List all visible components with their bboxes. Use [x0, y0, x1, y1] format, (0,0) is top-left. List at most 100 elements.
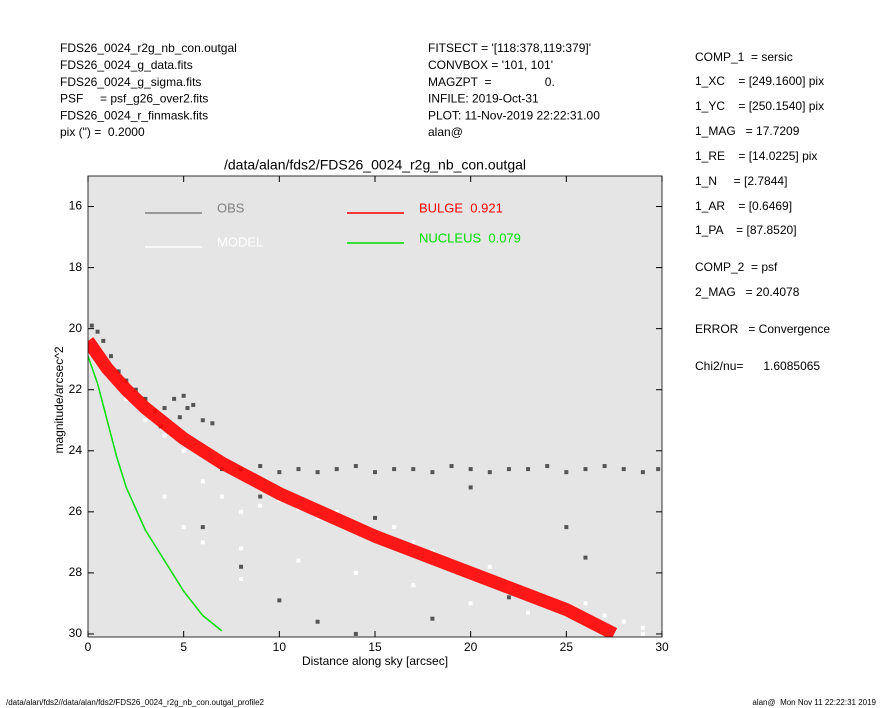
fit-summary-line: COMP_2 = psf: [695, 260, 778, 274]
header-center-line: MAGZPT = 0.: [428, 75, 555, 89]
data-point: [640, 631, 645, 636]
plot-area: [88, 323, 661, 637]
plot-background: [88, 176, 662, 637]
fit-summary-line: ERROR = Convergence: [695, 322, 830, 336]
data-point: [239, 564, 244, 569]
data-point: [353, 464, 358, 469]
data-point: [162, 433, 167, 438]
chart-title: /data/alan/fds2/FDS26_0024_r2g_nb_con.ou…: [224, 157, 526, 173]
fit-summary-line: 1_RE = [14.0225] pix: [695, 149, 817, 163]
model-curve: [88, 355, 223, 632]
y-tick-label: 18: [69, 260, 83, 274]
header-left-line: pix (") = 0.2000: [60, 125, 145, 139]
y-tick-label: 20: [69, 321, 83, 335]
data-point: [200, 479, 205, 484]
data-point: [334, 467, 339, 472]
data-point: [506, 467, 511, 472]
data-point: [210, 421, 215, 426]
header-center-line: FITSECT = '[118:378,119:379]': [428, 41, 591, 55]
y-tick-label: 28: [69, 565, 83, 579]
data-point: [219, 494, 224, 499]
y-tick-label: 24: [69, 443, 83, 457]
data-point: [185, 406, 190, 411]
data-point: [411, 540, 416, 545]
data-point: [177, 415, 182, 420]
data-point: [172, 396, 177, 401]
data-point: [143, 396, 148, 401]
x-tick-label: 10: [273, 640, 287, 654]
header-left-line: FDS26_0024_g_sigma.fits: [60, 75, 201, 89]
data-point: [526, 467, 531, 472]
data-point: [468, 467, 473, 472]
data-point: [640, 625, 645, 630]
data-point: [239, 576, 244, 581]
data-point: [468, 601, 473, 606]
data-point: [564, 525, 569, 530]
legend-label: NUCLEUS 0.079: [419, 230, 521, 245]
data-point: [487, 470, 492, 475]
header-left-line: FDS26_0024_r2g_nb_con.outgal: [60, 41, 237, 55]
data-point: [200, 540, 205, 545]
data-point: [315, 619, 320, 624]
data-point: [277, 470, 282, 475]
data-point: [162, 494, 167, 499]
header-center-line: INFILE: 2019-Oct-31: [428, 92, 539, 106]
data-point: [449, 464, 454, 469]
data-point: [200, 418, 205, 423]
x-axis-label: Distance along sky [arcsec]: [302, 654, 448, 668]
x-tick-label: 30: [655, 640, 669, 654]
data-point: [526, 610, 531, 615]
data-point: [487, 564, 492, 569]
header-left-line: FDS26_0024_r_finmask.fits: [60, 108, 208, 122]
data-point: [239, 546, 244, 551]
legend-label: MODEL: [217, 234, 263, 249]
data-point: [258, 503, 263, 508]
data-point: [583, 467, 588, 472]
x-tick-label: 5: [180, 640, 187, 654]
data-point: [545, 464, 550, 469]
data-point: [334, 509, 339, 514]
fit-summary-line: 1_N = [2.7844]: [695, 174, 787, 188]
y-tick-label: 26: [69, 504, 83, 518]
data-point: [315, 470, 320, 475]
header-center-line: CONVBOX = '101, 101': [428, 58, 553, 72]
x-tick-label: 0: [85, 640, 92, 654]
data-point: [621, 619, 626, 624]
data-point: [373, 515, 377, 520]
data-point: [315, 515, 320, 520]
data-point: [258, 494, 263, 499]
data-point: [181, 525, 186, 530]
fit-summary-line: 1_MAG = 17.7209: [695, 124, 800, 138]
data-point: [181, 393, 186, 398]
data-point: [468, 485, 473, 490]
y-tick-label: 22: [69, 382, 83, 396]
data-point: [602, 613, 607, 618]
fit-summary-line: 1_YC = [250.1540] pix: [695, 99, 824, 113]
data-point: [124, 396, 129, 401]
data-point: [353, 570, 358, 575]
y-tick-label: 30: [69, 626, 83, 640]
data-point: [373, 470, 377, 475]
data-point: [583, 601, 588, 606]
data-point: [621, 467, 626, 472]
data-point: [656, 467, 661, 472]
legend-label: BULGE 0.921: [419, 200, 503, 215]
data-point: [116, 369, 121, 374]
header-center-line: PLOT: 11-Nov-2019 22:22:31.00: [428, 108, 600, 122]
data-point: [296, 558, 301, 563]
data-point: [353, 631, 358, 636]
data-point: [181, 448, 186, 453]
data-point: [296, 467, 301, 472]
header-center-line: alan@: [428, 125, 463, 139]
x-tick-label: 25: [560, 640, 574, 654]
data-point: [602, 464, 607, 469]
data-point: [133, 387, 138, 392]
data-point: [277, 598, 282, 603]
data-point: [392, 467, 397, 472]
x-tick-label: 20: [464, 640, 478, 654]
data-point: [162, 406, 167, 411]
data-point: [411, 583, 416, 588]
data-point: [101, 338, 106, 343]
data-point: [430, 616, 435, 621]
model-curve: [88, 337, 618, 637]
